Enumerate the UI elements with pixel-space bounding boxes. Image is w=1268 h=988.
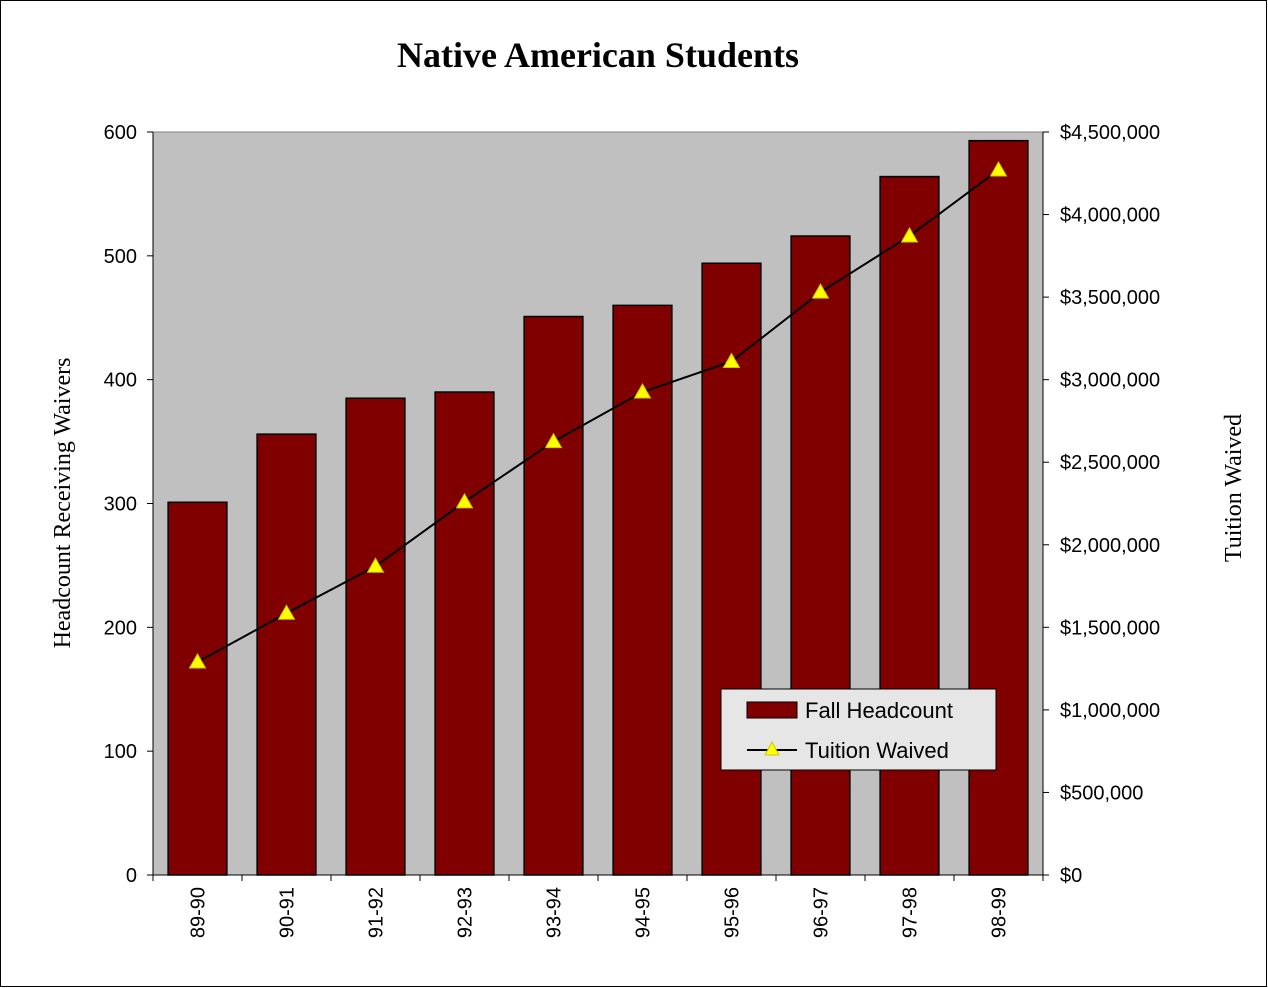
y2-axis-title: Tuition Waived: [1221, 414, 1247, 562]
x-tick-label: 94-95: [633, 887, 655, 938]
bar-96-97: [790, 235, 851, 876]
bar-91-92: [345, 397, 406, 876]
y-tick-label: 500: [104, 246, 137, 268]
x-tick-label: 90-91: [277, 887, 299, 938]
y2-tick-label: $500,000: [1060, 782, 1143, 804]
x-tick-label: 91-92: [366, 887, 388, 938]
point-94-95: [633, 383, 652, 399]
y2-tick-label: $1,000,000: [1060, 700, 1160, 722]
point-97-98: [900, 227, 919, 243]
y-tick-label: 400: [104, 370, 137, 392]
y-tick-label: 300: [104, 494, 137, 516]
y-tick-label: 200: [104, 617, 137, 639]
y2-tick-label: $0: [1060, 865, 1082, 887]
point-92-93: [455, 492, 474, 509]
x-tick-label: 98-99: [989, 887, 1011, 938]
y2-tick-label: $1,500,000: [1060, 617, 1160, 639]
legend-triangle-marker: [764, 740, 780, 756]
axes: 0 100 200 300 400 500 600 $0 $500,000 $1,000,000 $…: [104, 122, 1160, 938]
x-tick-label: 96-97: [811, 887, 833, 938]
legend: Fall Headcount Tuition Waived: [720, 688, 997, 771]
point-90-91: [277, 604, 296, 620]
y-tick-label: 0: [126, 865, 137, 887]
bar-92-93: [434, 391, 495, 876]
y2-tick-label: $3,000,000: [1060, 370, 1160, 392]
x-tick-label: 97-98: [900, 887, 922, 938]
point-91-92: [366, 557, 385, 573]
point-93-94: [544, 432, 563, 449]
legend-label-tuition-waived: Tuition Waived: [805, 738, 949, 763]
point-95-96: [722, 352, 741, 369]
y2-tick-label: $3,500,000: [1060, 287, 1160, 309]
tuition-waived-line: [197, 169, 1000, 663]
legend-label-fall-headcount: Fall Headcount: [805, 698, 953, 723]
chart-title: Native American Students: [397, 35, 799, 75]
bar-93-94: [523, 315, 584, 876]
y2-tick-label: $2,500,000: [1060, 452, 1160, 474]
bar-94-95: [612, 304, 673, 876]
x-tick-label: 92-93: [455, 887, 477, 938]
point-89-90: [188, 652, 207, 669]
x-tick-label: 89-90: [188, 887, 210, 938]
y2-tick-label: $2,000,000: [1060, 535, 1160, 557]
y2-tick-label: $4,500,000: [1060, 122, 1160, 144]
y-tick-label: 100: [104, 741, 137, 763]
y-tick-label: 600: [104, 122, 137, 144]
y2-tick-label: $4,000,000: [1060, 205, 1160, 227]
y-axis-title: Headcount Receiving Waivers: [50, 358, 76, 649]
line-group: [188, 160, 1008, 669]
bar-89-90: [167, 501, 228, 876]
bar-90-91: [256, 433, 317, 876]
legend-bar-swatch: [746, 701, 798, 719]
point-98-99: [989, 160, 1008, 177]
x-tick-label: 95-96: [722, 887, 744, 938]
point-96-97: [811, 283, 830, 299]
x-tick-label: 93-94: [544, 887, 566, 938]
